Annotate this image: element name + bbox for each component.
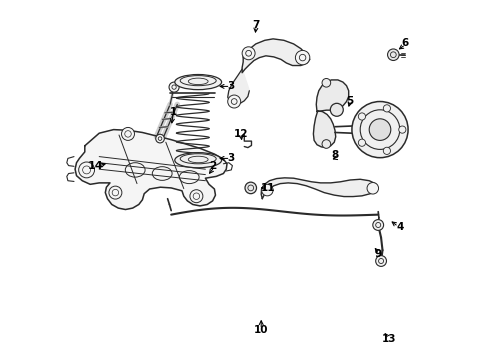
- Circle shape: [295, 50, 310, 65]
- Circle shape: [228, 95, 241, 108]
- Polygon shape: [314, 111, 336, 148]
- Text: 8: 8: [331, 150, 339, 160]
- Text: 11: 11: [261, 183, 276, 193]
- Circle shape: [156, 134, 164, 143]
- Circle shape: [373, 220, 384, 230]
- Circle shape: [322, 140, 331, 148]
- Text: 5: 5: [346, 96, 353, 106]
- Circle shape: [376, 256, 387, 266]
- Circle shape: [169, 82, 179, 92]
- Text: 3: 3: [228, 81, 235, 91]
- Polygon shape: [261, 178, 377, 199]
- Circle shape: [262, 184, 273, 196]
- Ellipse shape: [175, 153, 221, 168]
- Circle shape: [388, 49, 399, 60]
- Circle shape: [358, 113, 366, 120]
- Polygon shape: [75, 130, 227, 210]
- Text: 3: 3: [228, 153, 235, 163]
- Circle shape: [330, 103, 343, 116]
- Text: 14: 14: [88, 161, 103, 171]
- Circle shape: [245, 182, 257, 194]
- Circle shape: [242, 47, 255, 60]
- Text: 7: 7: [252, 20, 260, 30]
- Text: 9: 9: [375, 249, 382, 259]
- Ellipse shape: [175, 75, 221, 90]
- Text: 6: 6: [402, 38, 409, 48]
- Circle shape: [383, 147, 391, 154]
- Polygon shape: [316, 80, 349, 112]
- Text: 1: 1: [170, 107, 176, 117]
- Circle shape: [399, 126, 406, 133]
- Circle shape: [322, 78, 331, 87]
- Text: 4: 4: [396, 222, 403, 232]
- Circle shape: [352, 102, 408, 158]
- Circle shape: [369, 119, 391, 140]
- Text: 13: 13: [382, 334, 396, 344]
- Circle shape: [79, 162, 95, 178]
- Circle shape: [190, 190, 203, 203]
- Text: 2: 2: [209, 161, 216, 171]
- Circle shape: [383, 105, 391, 112]
- Polygon shape: [228, 69, 249, 104]
- Circle shape: [367, 183, 379, 194]
- Text: 10: 10: [254, 325, 269, 336]
- Circle shape: [358, 139, 366, 146]
- Text: 12: 12: [234, 129, 248, 139]
- Circle shape: [122, 127, 134, 140]
- Circle shape: [109, 186, 122, 199]
- Polygon shape: [242, 39, 310, 73]
